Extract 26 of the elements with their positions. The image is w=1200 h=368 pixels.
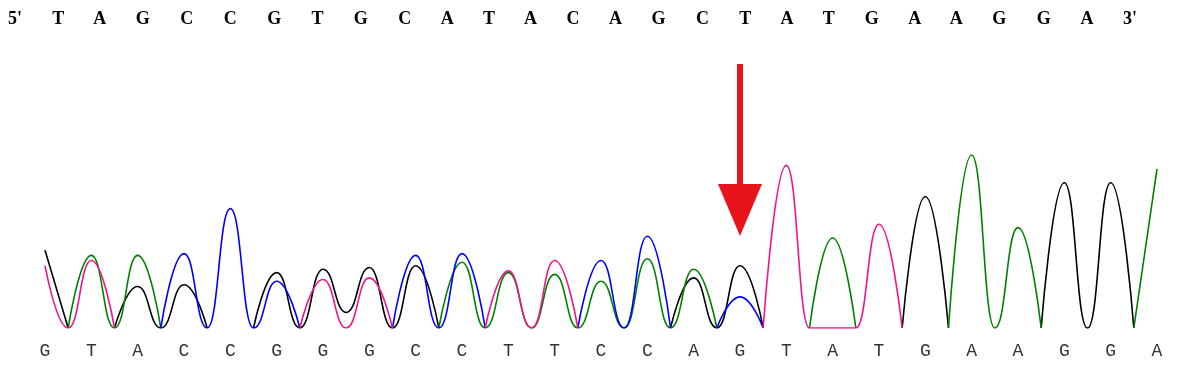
x-tick-label: G — [734, 341, 746, 361]
x-tick-label: C — [224, 341, 236, 361]
x-tick-label: A — [1151, 341, 1163, 361]
x-tick-label: A — [688, 341, 700, 361]
x-tick-label: G — [1105, 341, 1117, 361]
x-tick-label: T — [549, 341, 561, 361]
x-tick-label: A — [1012, 341, 1024, 361]
x-tick-label: G — [363, 341, 375, 361]
x-tick-label: G — [271, 341, 283, 361]
x-tick-label: C — [456, 341, 468, 361]
x-tick-label: C — [641, 341, 653, 361]
x-tick-label: G — [39, 341, 51, 361]
x-tick-label: G — [919, 341, 931, 361]
x-tick-label: T — [780, 341, 792, 361]
chart-title: 5' T A G C C G T G C A T A C A G C T A T G A A G G A 3' — [8, 8, 1137, 29]
x-tick-label: A — [827, 341, 839, 361]
x-tick-label: C — [595, 341, 607, 361]
x-tick-label: T — [85, 341, 97, 361]
x-tick-label: G — [317, 341, 329, 361]
x-tick-label: A — [132, 341, 144, 361]
x-tick-label: A — [966, 341, 978, 361]
x-tick-label: T — [502, 341, 514, 361]
x-tick-label: C — [410, 341, 422, 361]
x-tick-label: C — [178, 341, 190, 361]
x-tick-label: G — [1058, 341, 1070, 361]
x-tick-label: T — [873, 341, 885, 361]
